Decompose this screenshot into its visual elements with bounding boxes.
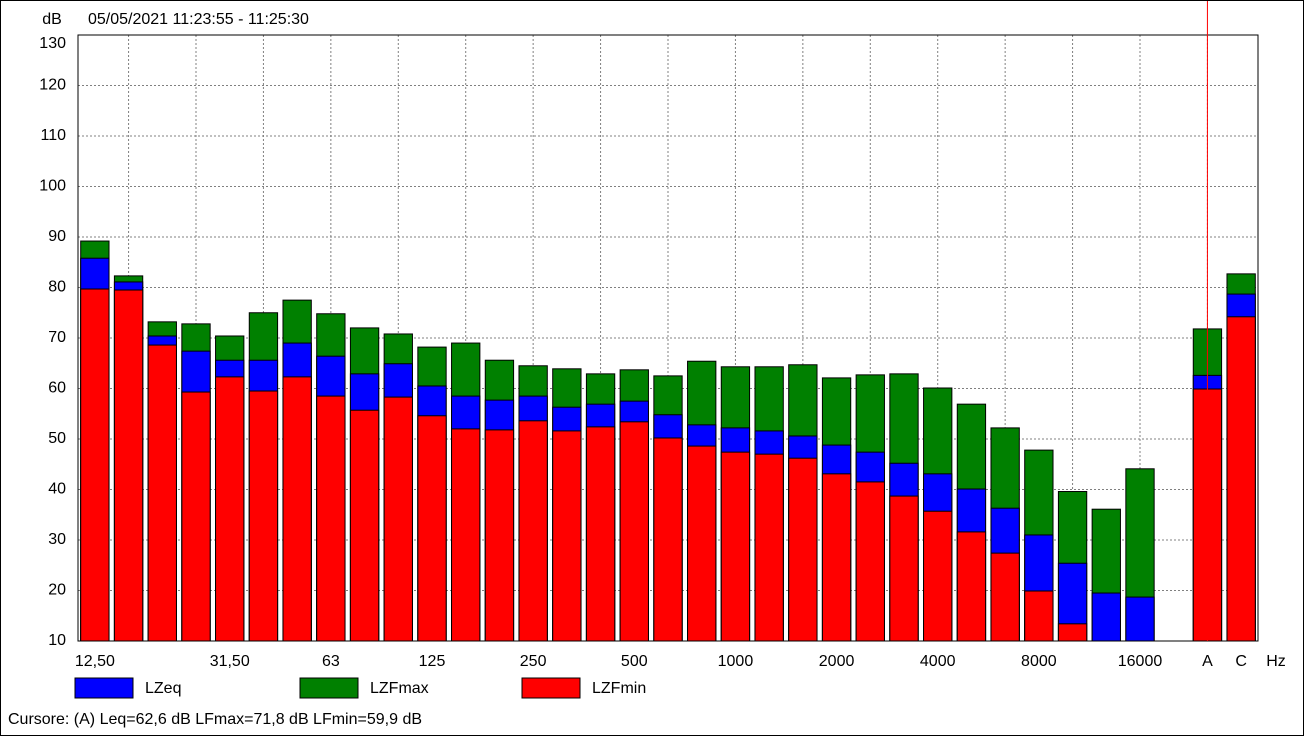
x-tick-label: 31,50 (210, 653, 250, 670)
x-tick-label: 63 (322, 653, 340, 670)
bar (113, 289, 144, 642)
bar (956, 531, 987, 642)
y-tick-label: 10 (48, 632, 66, 649)
y-tick-label: 90 (48, 228, 66, 245)
x-tick-label: 250 (520, 653, 547, 670)
bar (248, 390, 279, 642)
bar (215, 376, 245, 642)
bar (1091, 592, 1121, 642)
y-tick-label: 30 (48, 531, 66, 548)
bar (383, 396, 413, 642)
x-tick-label: A (1202, 653, 1213, 670)
bar (1057, 623, 1088, 642)
bar (147, 344, 177, 642)
bar (788, 457, 818, 642)
y-tick-label: 110 (40, 127, 66, 144)
legend-swatch (74, 677, 134, 699)
y-tick-label: 20 (48, 582, 66, 599)
bar (1024, 590, 1054, 642)
bar (518, 420, 548, 642)
x-tick-label: 8000 (1021, 653, 1057, 670)
y-tick-label: 60 (48, 380, 66, 397)
bar (619, 421, 649, 642)
bar (80, 288, 110, 642)
legend-label: LZeq (145, 680, 181, 697)
legend-swatch (521, 677, 581, 699)
y-tick-label: 100 (39, 178, 66, 195)
bar (990, 552, 1020, 642)
bar (417, 415, 447, 642)
bar (282, 376, 312, 642)
bar (349, 409, 380, 642)
y-tick-label: 70 (48, 329, 66, 346)
x-tick-label: 12,50 (75, 653, 115, 670)
bar (754, 453, 784, 642)
bar (889, 495, 919, 642)
y-tick-label: 130 (39, 35, 66, 52)
x-tick-label: 16000 (1118, 653, 1163, 670)
cursor-readout: Cursore: (A) Leq=62,6 dB LFmax=71,8 dB L… (8, 711, 422, 728)
bar (552, 430, 582, 642)
legend-swatch (299, 677, 359, 699)
x-tick-label: 125 (419, 653, 446, 670)
x-tick-label: 4000 (920, 653, 956, 670)
x-tick-label: C (1235, 653, 1247, 670)
bar (484, 429, 515, 642)
bar (653, 437, 683, 642)
plot-frame (77, 34, 1259, 642)
bar (1226, 316, 1256, 642)
x-tick-label: 2000 (819, 653, 855, 670)
bar (451, 428, 481, 642)
bar (687, 445, 717, 642)
bar (1125, 596, 1155, 642)
bar (181, 391, 211, 642)
y-tick-label: 80 (48, 279, 66, 296)
bar (821, 473, 852, 642)
bar (316, 395, 346, 642)
chart-title: 05/05/2021 11:23:55 - 11:25:30 (88, 11, 309, 28)
y-tick-label: 40 (48, 481, 66, 498)
x-tick-label: 1000 (718, 653, 754, 670)
legend-label: LZFmin (592, 680, 646, 697)
bar (923, 510, 953, 642)
bar (585, 426, 616, 642)
bar (855, 481, 885, 642)
y-tick-label: 50 (48, 430, 66, 447)
bar (720, 451, 751, 642)
x-unit: Hz (1266, 653, 1286, 670)
y-unit: dB (42, 11, 62, 28)
y-tick-label: 120 (39, 77, 66, 94)
legend-label: LZFmax (370, 680, 429, 697)
x-tick-label: 500 (621, 653, 648, 670)
